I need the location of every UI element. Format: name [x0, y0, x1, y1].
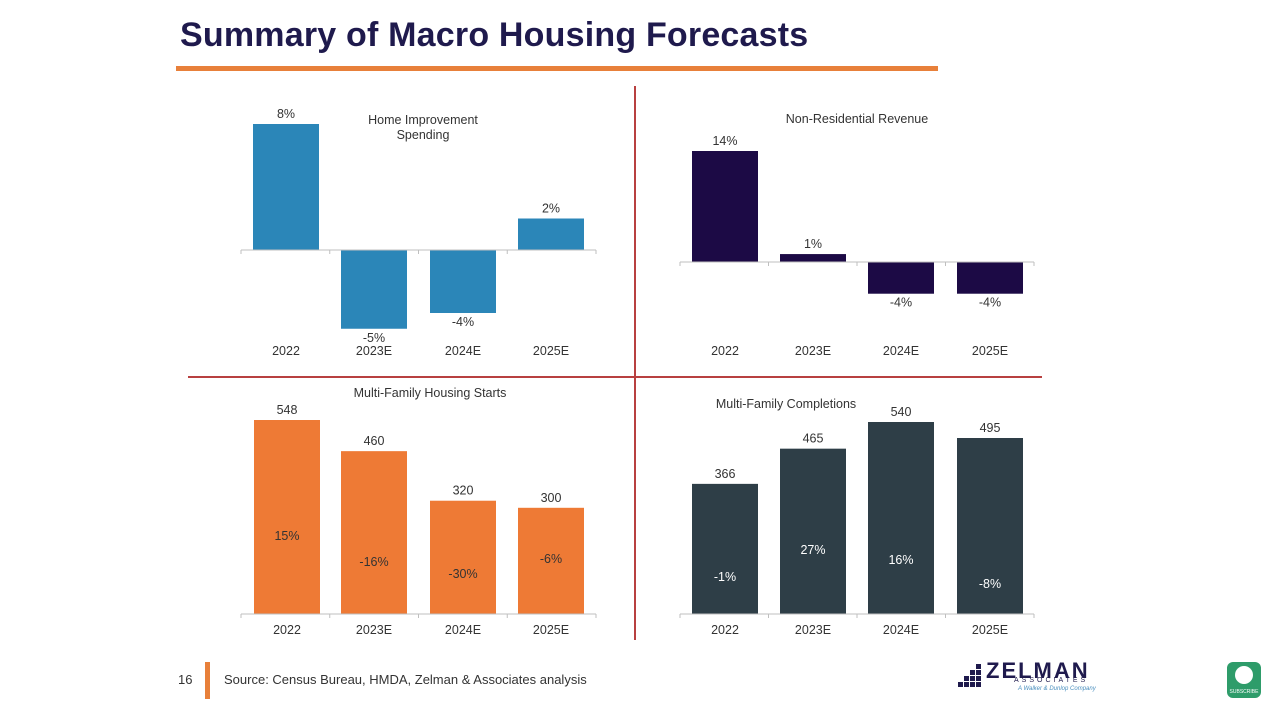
data-label: 465: [803, 432, 824, 446]
tick-label: 2023E: [795, 344, 831, 358]
bar: [430, 500, 496, 614]
data-label: 460: [364, 434, 385, 448]
bar: [957, 438, 1023, 614]
tick-label: 2022: [272, 344, 300, 358]
logo-subtitle: ASSOCIATES: [1014, 677, 1089, 684]
logo-wordmark: ZELMAN: [986, 658, 1090, 683]
tick-label: 2024E: [445, 623, 481, 637]
chart-title: Multi-Family Housing Starts: [354, 386, 507, 400]
bar: [780, 254, 846, 262]
bar: [868, 262, 934, 294]
tick-label: 2023E: [356, 623, 392, 637]
tick-label: 2025E: [972, 623, 1008, 637]
tick-label: 2023E: [795, 623, 831, 637]
footer-accent-bar: [205, 662, 210, 699]
bar: [253, 124, 319, 250]
data-label: 2%: [542, 202, 560, 216]
data-label: 8%: [277, 107, 295, 121]
data-label: -4%: [890, 296, 912, 310]
data-label: -4%: [452, 315, 474, 329]
subscribe-icon: [1235, 666, 1253, 684]
page-number: 16: [178, 672, 193, 687]
vertical-divider: [634, 86, 636, 640]
bar: [254, 420, 320, 614]
chart-title: Multi-Family Completions: [716, 397, 856, 411]
tick-label: 2024E: [883, 344, 919, 358]
tick-label: 2023E: [356, 344, 392, 358]
data-label: 320: [453, 484, 474, 498]
zelman-logo: ZELMAN ASSOCIATES A Walker & Dunlop Comp…: [958, 658, 1106, 698]
data-label: 1%: [804, 237, 822, 251]
horizontal-divider: [188, 376, 1042, 378]
bar: [341, 451, 407, 614]
bar-inner-label: 16%: [888, 553, 913, 567]
bar: [518, 218, 584, 250]
subscribe-label: SUBSCRIBE: [1229, 689, 1259, 695]
page-title: Summary of Macro Housing Forecasts: [180, 16, 809, 54]
source-note: Source: Census Bureau, HMDA, Zelman & As…: [224, 672, 587, 687]
bar-inner-label: -16%: [359, 555, 388, 569]
bar: [341, 250, 407, 329]
tick-label: 2025E: [972, 344, 1008, 358]
tick-label: 2022: [273, 623, 301, 637]
tick-label: 2022: [711, 344, 739, 358]
bar: [692, 151, 758, 262]
chart-title: Home Improvement Spending: [368, 113, 478, 142]
logo-grid-icon: [958, 662, 984, 688]
data-label: 548: [277, 403, 298, 417]
data-label: 14%: [712, 134, 737, 148]
bar-inner-label: -8%: [979, 577, 1001, 591]
tick-label: 2025E: [533, 344, 569, 358]
data-label: 495: [980, 421, 1001, 435]
tick-label: 2024E: [883, 623, 919, 637]
bar: [692, 483, 758, 614]
data-label: 366: [715, 467, 736, 481]
bar-inner-label: -1%: [714, 570, 736, 584]
bar-inner-label: -30%: [448, 567, 477, 581]
logo-tagline: A Walker & Dunlop Company: [1018, 686, 1096, 692]
bar-inner-label: 27%: [800, 543, 825, 557]
data-label: 540: [891, 405, 912, 419]
bar: [957, 262, 1023, 294]
data-label: -4%: [979, 296, 1001, 310]
bar-inner-label: 15%: [274, 529, 299, 543]
bar: [430, 250, 496, 313]
subscribe-badge[interactable]: SUBSCRIBE: [1227, 662, 1261, 698]
chart-title: Non-Residential Revenue: [786, 112, 928, 126]
bar: [780, 448, 846, 614]
tick-label: 2022: [711, 623, 739, 637]
data-label: -5%: [363, 331, 385, 345]
bar: [518, 507, 584, 614]
bar-inner-label: -6%: [540, 552, 562, 566]
title-underline: [176, 66, 938, 71]
data-label: 300: [541, 491, 562, 505]
bar: [868, 422, 934, 614]
tick-label: 2024E: [445, 344, 481, 358]
tick-label: 2025E: [533, 623, 569, 637]
